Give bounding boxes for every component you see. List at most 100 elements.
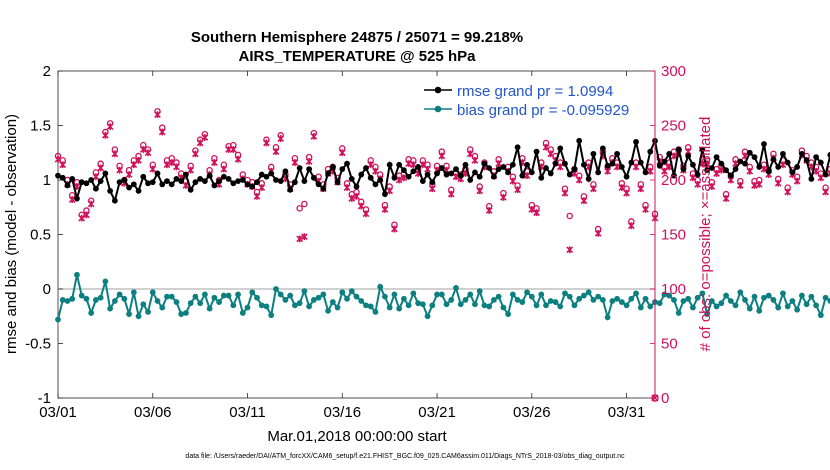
bias-point [509,291,516,298]
bias-point [88,310,95,316]
chart-title-line2: AIRS_TEMPERATURE @ 525 hPa [239,48,477,65]
x-tick-label: 03/31 [608,404,646,421]
obs-assimilated-point [452,173,460,181]
rmse-point [685,153,692,159]
bias-point [339,289,346,296]
rmse-point [78,179,85,186]
rmse-point [519,172,526,179]
obs-possible-point [296,205,303,212]
rmse-point [618,164,625,170]
bias-point [168,293,175,300]
obs-assimilated-point [272,148,280,156]
bias-point [93,297,99,303]
bias-point [197,300,204,307]
rmse-point [533,148,540,155]
rmse-point [495,166,502,173]
obs-assimilated-point [575,176,583,184]
bias-point [187,300,194,307]
obs-assimilated-point [353,192,360,200]
rmse-point [486,165,493,171]
rmse-point [481,160,488,167]
bias-point [225,292,232,299]
bias-point [287,292,294,299]
obs-assimilated-point [381,206,389,213]
bias-point [562,290,568,297]
obs-assimilated-point [826,170,830,177]
bias-point [220,292,227,299]
rmse-point [306,166,313,173]
bias-point [671,297,677,303]
bias-point [315,294,322,301]
rmse-point [476,173,483,180]
rmse-point [348,176,355,182]
rmse-point [102,170,109,177]
bias-point [116,291,123,298]
obs-assimilated-point [163,161,171,169]
rmse-point [666,150,673,157]
obs-assimilated-point [495,160,503,168]
rmse-point [235,178,241,184]
rmse-point [609,160,616,167]
bias-point [405,302,412,309]
obs-possible-point [301,200,308,208]
obs-assimilated-point [291,159,299,166]
x-tick-label: 03/16 [324,404,362,421]
rmse-point [325,170,331,177]
bias-point [443,301,450,308]
bias-point [140,301,147,308]
bias-point [419,301,426,308]
rmse-point [372,181,379,188]
rmse-point [690,161,696,168]
bias-point [258,302,265,309]
bias-point [183,310,189,316]
y-left-tick-label: 1 [43,172,51,189]
rmse-point [168,181,175,188]
bias-point [704,311,711,317]
rmse-point [723,167,729,174]
bias-point [595,293,602,300]
bias-point [121,295,128,302]
rmse-point [751,154,758,161]
obs-assimilated-point [556,163,564,171]
rmse-point [358,171,365,178]
rmse-point [647,148,654,155]
bias-point [519,299,526,305]
obs-assimilated-point [125,171,133,178]
rmse-point [708,165,715,171]
bias-point [206,305,213,312]
obs-assimilated-point [310,133,318,140]
rmse-point [761,141,767,147]
rmse-point [339,166,346,173]
rmse-point [718,160,725,167]
bias-point [685,295,692,302]
bias-point [396,305,403,312]
bias-point [794,306,801,313]
bias-point [59,297,66,303]
legend-box [418,78,652,120]
rmse-point [239,177,246,183]
obs-assimilated-point [637,185,645,193]
obs-assimilated-point [447,190,455,198]
bias-point [514,297,521,303]
rmse-point [382,191,388,198]
obs-assimilated-point [78,214,86,222]
bias-point [277,291,284,298]
bias-point [78,292,85,299]
bias-point [765,292,772,299]
obs-assimilated-point [54,155,62,163]
obs-assimilated-point [746,167,754,175]
rmse-point [429,179,436,186]
rmse-point [216,178,222,184]
rmse-point [111,197,118,204]
rmse-point [732,166,739,173]
bias-point [201,291,208,298]
rmse-point [282,168,289,175]
chart-title-line1: Southern Hemisphere 24875 / 25071 = 99.2… [191,29,523,46]
rmse-point [130,181,137,188]
obs-assimilated-point [471,156,479,164]
rmse-point [220,173,227,180]
obs-assimilated-point [196,139,204,147]
x-tick-label: 03/26 [513,404,551,421]
bias-point [192,293,199,300]
obs-assimilated-point [59,161,67,169]
